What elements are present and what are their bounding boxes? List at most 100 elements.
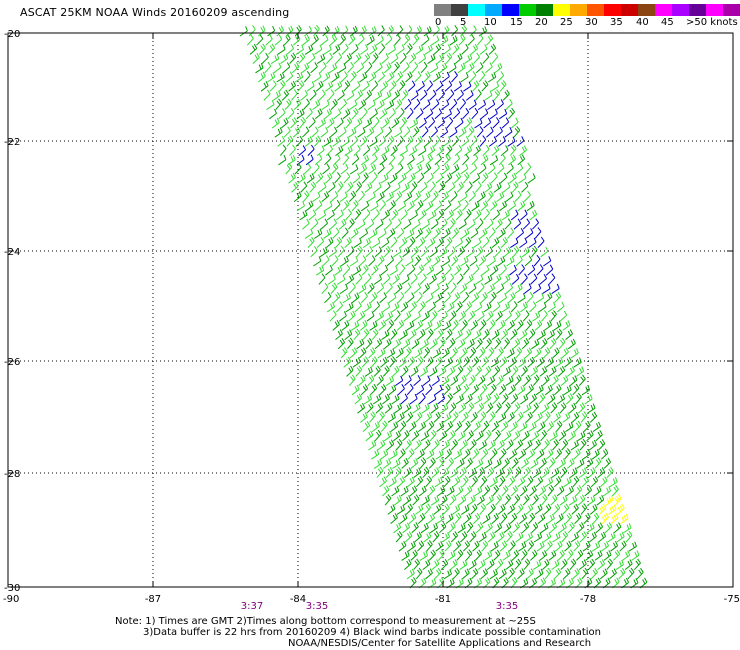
wind-barb [448, 430, 456, 442]
wind-barb [500, 145, 509, 156]
wind-barb [415, 411, 423, 423]
wind-barb [410, 181, 418, 193]
wind-barb [323, 44, 332, 55]
wind-barb [430, 63, 439, 74]
wind-barb [342, 153, 350, 166]
wind-barb [375, 311, 384, 322]
wind-barb [574, 420, 582, 432]
wind-barb [490, 264, 499, 276]
wind-barb [359, 163, 368, 175]
wind-barb [393, 430, 401, 442]
wind-barb [391, 117, 400, 129]
wind-barb [320, 34, 329, 46]
wind-barb [535, 476, 544, 488]
wind-barb [313, 162, 320, 175]
wind-barb [316, 145, 325, 156]
colorbar-swatch [587, 4, 604, 16]
wind-barb [535, 568, 544, 580]
wind-barb [517, 384, 526, 396]
wind-barb [517, 154, 526, 166]
wind-barb [401, 89, 409, 101]
wind-barb [355, 365, 363, 377]
colorbar-swatch [502, 4, 519, 16]
wind-barb [454, 145, 463, 156]
wind-barb [450, 559, 458, 570]
wind-barb [419, 181, 428, 193]
wind-barb [417, 80, 425, 92]
wind-barb [362, 420, 371, 432]
wind-barb [511, 549, 520, 561]
wind-barb [486, 559, 495, 570]
wind-barb [496, 191, 505, 203]
wind-barb [510, 301, 518, 313]
wind-barb [267, 25, 276, 37]
wind-barb [447, 89, 455, 101]
wind-barb [326, 52, 333, 64]
wind-barb [553, 411, 561, 423]
wind-barb [487, 283, 496, 295]
wind-barb [501, 117, 510, 129]
wind-barb [382, 365, 390, 377]
wind-barb [445, 328, 453, 340]
wind-barb [426, 449, 435, 460]
wind-barb [372, 209, 380, 221]
wind-barb [472, 172, 481, 184]
wind-barb [387, 135, 395, 147]
wind-barb [473, 512, 481, 524]
wind-barb [391, 302, 400, 313]
wind-barb [533, 347, 542, 359]
wind-barb [310, 62, 318, 74]
wind-barb [413, 467, 422, 478]
colorbar-swatch [468, 4, 485, 16]
wind-barb [482, 52, 490, 64]
wind-barb [438, 89, 446, 101]
wind-barb [427, 328, 434, 340]
wind-barb [392, 458, 401, 469]
wind-barb [348, 190, 357, 202]
wind-barb [552, 347, 560, 359]
wind-barb [614, 494, 622, 506]
wind-barb [315, 265, 325, 276]
wind-barb [389, 265, 398, 276]
wind-barb [471, 475, 478, 488]
wind-barb [421, 219, 430, 230]
wind-barb [530, 549, 538, 561]
wind-barb [407, 448, 415, 460]
wind-barb [414, 348, 423, 359]
wind-barb [565, 512, 573, 524]
wind-barb [439, 430, 448, 442]
wind-barb [476, 218, 484, 230]
wind-barb [256, 34, 264, 46]
wind-barb [509, 264, 517, 276]
wind-barb [539, 366, 548, 377]
longitude-label: -84 [290, 594, 306, 605]
wind-barb [355, 181, 362, 193]
wind-barb [559, 310, 568, 322]
wind-barb [571, 503, 579, 515]
wind-barb [478, 440, 487, 451]
wind-barb [461, 411, 469, 423]
wind-barb [628, 541, 637, 552]
wind-barb [337, 274, 346, 285]
wind-barb [410, 366, 419, 377]
wind-barb [261, 52, 269, 64]
wind-barb [491, 145, 500, 156]
wind-barb [377, 348, 386, 359]
wind-barb [351, 384, 360, 396]
wind-barb [510, 393, 519, 405]
wind-barb [329, 310, 337, 322]
wind-barb [518, 173, 527, 184]
wind-barb [383, 62, 392, 74]
wind-barb [490, 81, 500, 92]
wind-barb [462, 356, 471, 368]
colorbar-label: 20 [535, 17, 548, 28]
wind-barb [454, 53, 463, 64]
wind-barb [588, 467, 596, 478]
wind-barb [322, 163, 330, 175]
wind-barb [416, 200, 424, 212]
wind-barb [473, 52, 481, 64]
wind-barb [481, 540, 489, 552]
wind-barb [469, 163, 478, 175]
wind-barb [593, 577, 602, 589]
wind-barb [431, 467, 440, 478]
